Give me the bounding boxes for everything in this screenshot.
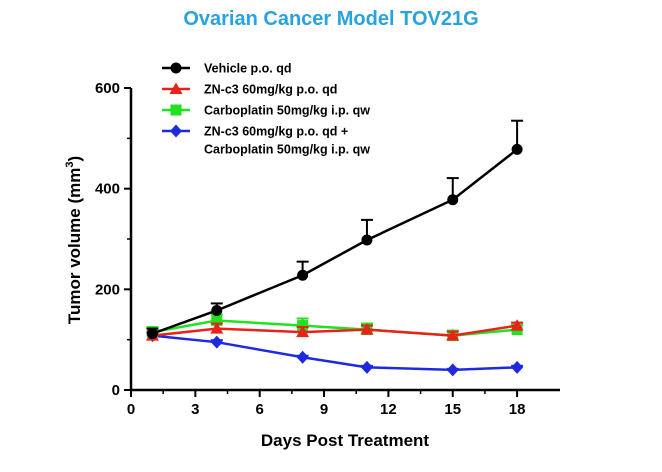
- data-point: [511, 143, 523, 155]
- y-axis-label-main: Tumor volume (mm: [65, 168, 84, 324]
- data-point: [210, 322, 224, 334]
- data-point: [211, 304, 223, 316]
- y-axis-label-close: ): [65, 156, 84, 162]
- data-point: [146, 328, 158, 340]
- y-axis-label-superscript: 3: [64, 162, 76, 168]
- x-tick-label: 3: [191, 401, 199, 418]
- series-layer: [145, 119, 524, 377]
- legend-item-4: ZN-c3 60mg/kg p.o. qd + Carboplatin 50mg/…: [162, 124, 370, 157]
- legend-label: Vehicle p.o. qd: [204, 62, 292, 76]
- legend: Vehicle p.o. qd ZN-c3 60mg/kg p.o. qd Carb…: [162, 62, 370, 157]
- x-axis-label: Days Post Treatment: [261, 431, 430, 450]
- legend-swatch-marker: [170, 124, 182, 138]
- legend-item-1: Vehicle p.o. qd: [162, 62, 292, 76]
- legend-item-2: ZN-c3 60mg/kg p.o. qd: [162, 82, 337, 97]
- data-point: [210, 335, 223, 349]
- chart-title: Ovarian Cancer Model TOV21G: [183, 8, 479, 30]
- x-tick-label: 9: [320, 401, 328, 418]
- x-tick-label: 6: [256, 401, 264, 418]
- data-point: [446, 329, 460, 341]
- legend-label: ZN-c3 60mg/kg p.o. qd: [204, 83, 337, 97]
- data-point: [297, 269, 309, 281]
- data-point: [360, 323, 374, 335]
- data-point: [360, 360, 373, 374]
- legend-label: ZN-c3 60mg/kg p.o. qd + Carboplatin 50mg/…: [204, 125, 370, 157]
- legend-item-3: Carboplatin 50mg/kg i.p. qw: [162, 104, 370, 118]
- y-tick-label: 400: [95, 181, 120, 198]
- data-point: [446, 363, 459, 377]
- legend-label-line-2: Carboplatin 50mg/kg i.p. qw: [204, 143, 370, 157]
- data-point: [297, 320, 309, 332]
- x-tick-label: 15: [444, 401, 461, 418]
- legend-swatch-marker: [170, 104, 182, 116]
- data-point: [296, 350, 309, 364]
- y-tick-label: 600: [95, 80, 120, 97]
- series-4: [146, 329, 524, 377]
- series-line: [152, 324, 518, 337]
- y-tick-label: 0: [112, 382, 120, 399]
- x-tick-label: 12: [380, 401, 397, 418]
- data-point: [511, 360, 524, 374]
- axes: 0 3 6 9 12 15 18 0 200 400 600: [95, 80, 560, 418]
- series-line: [152, 148, 518, 335]
- series-3: [146, 313, 524, 342]
- data-point: [211, 315, 223, 327]
- legend-swatch-marker: [170, 62, 182, 74]
- x-tick-label: 18: [509, 401, 526, 418]
- data-point: [447, 194, 459, 206]
- legend-swatch-marker: [169, 82, 183, 94]
- data-point: [361, 234, 373, 246]
- y-axis-label: Tumor volume (mm3): [64, 156, 84, 324]
- x-tick-label: 0: [127, 401, 135, 418]
- data-point: [296, 325, 310, 338]
- series-1: [146, 119, 524, 340]
- legend-label-line-1: ZN-c3 60mg/kg p.o. qd +: [204, 125, 348, 139]
- series-line: [152, 334, 518, 372]
- y-tick-label: 200: [95, 281, 120, 298]
- data-point: [510, 319, 524, 331]
- legend-label: Carboplatin 50mg/kg i.p. qw: [204, 104, 370, 118]
